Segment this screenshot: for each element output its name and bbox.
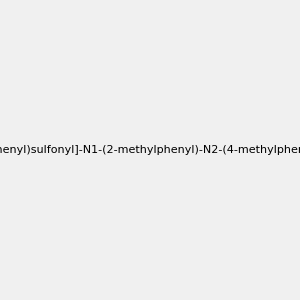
Text: N2-[(4-ethoxyphenyl)sulfonyl]-N1-(2-methylphenyl)-N2-(4-methylphenyl)glycinamide: N2-[(4-ethoxyphenyl)sulfonyl]-N1-(2-meth…	[0, 145, 300, 155]
